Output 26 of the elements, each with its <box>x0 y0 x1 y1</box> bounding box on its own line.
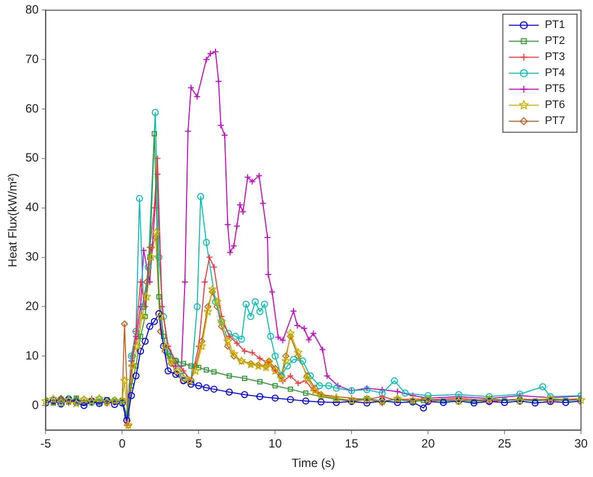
y-tick-label: 20 <box>25 298 40 313</box>
y-axis-title: Heat Flux(kW/m²) <box>6 173 20 268</box>
legend-label: PT3 <box>544 51 566 64</box>
y-tick-label: 60 <box>25 101 40 116</box>
legend-label: PT4 <box>544 67 566 80</box>
y-tick-label: 40 <box>25 200 40 214</box>
x-tick-label: 30 <box>574 436 588 451</box>
x-tick-label: 10 <box>268 436 282 451</box>
legend-label: PT5 <box>544 83 566 96</box>
y-tick-label: 50 <box>25 150 40 165</box>
y-tick-label: 70 <box>25 52 40 66</box>
x-tick-label: 15 <box>344 436 359 451</box>
x-tick-label: 20 <box>421 436 436 451</box>
legend-label: PT6 <box>544 99 566 112</box>
y-tick-label: 0 <box>32 398 40 412</box>
legend-label: PT1 <box>544 19 566 32</box>
y-tick-label: 80 <box>25 2 40 17</box>
x-tick-label: 0 <box>118 436 126 451</box>
legend-label: PT2 <box>544 35 566 48</box>
x-axis-title: Time (s) <box>292 456 336 470</box>
x-tick-label: -5 <box>40 436 52 451</box>
x-tick-label: 25 <box>498 436 512 451</box>
y-tick-label: 10 <box>25 348 40 362</box>
x-tick-label: 5 <box>195 436 202 451</box>
y-tick-label: 30 <box>25 250 40 264</box>
legend-label: PT7 <box>544 115 566 128</box>
